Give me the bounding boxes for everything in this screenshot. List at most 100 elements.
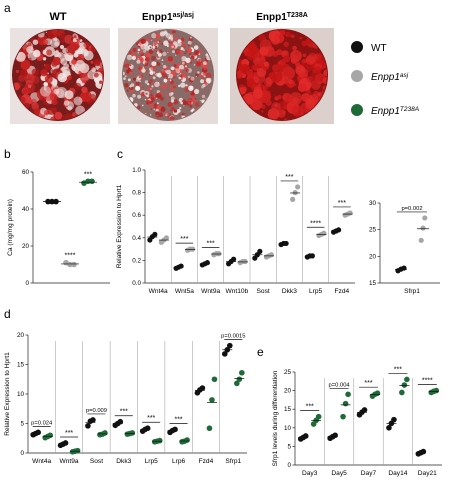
legend-marker-wt (351, 41, 363, 53)
data-point (332, 432, 338, 439)
data-point (74, 447, 81, 454)
x-category-label: Day5 (331, 470, 347, 477)
data-point (172, 426, 178, 433)
data-point (309, 253, 315, 259)
data-point (178, 263, 184, 269)
data-point (234, 380, 240, 387)
y-tick-label: 15 (284, 406, 292, 413)
x-category-label: Wnt10b (226, 288, 249, 295)
significance-label: *** (338, 200, 346, 207)
data-point (231, 256, 237, 262)
x-category-label: Wnt9a (60, 458, 79, 465)
significance-label: *** (207, 241, 215, 248)
data-point (156, 437, 163, 444)
data-point (236, 376, 243, 383)
x-category-label: Wnt9a (201, 288, 220, 295)
significance-label: *** (364, 380, 372, 387)
significance-label: *** (84, 171, 92, 178)
y-tick-label: 15 (17, 362, 25, 369)
data-point (342, 400, 349, 407)
x-category-label: Fzd4 (335, 288, 350, 295)
x-category-label: Fzd4 (199, 458, 214, 465)
data-point (361, 407, 368, 413)
data-point (204, 260, 210, 266)
data-point (117, 418, 124, 425)
data-point (420, 448, 427, 455)
data-point (347, 210, 353, 216)
data-point (433, 387, 440, 394)
dish-title-asj: Enpp1asj/asj (142, 12, 194, 24)
y-tick-label: 0 (25, 280, 29, 287)
significance-label: p=0.0015 (221, 334, 245, 340)
y-axis-label: Ca (mg/mg protein) (7, 199, 14, 256)
chart-d: 0 5 10 15 20 Relative Expression to Hprt1 Wnt4… (4, 332, 247, 465)
x-category-label: Lrp5 (145, 458, 159, 465)
chart-c: 0.0 0.2 0.4 0.6 0.8 1.0 Relative Expression to… (116, 167, 355, 295)
data-point (401, 265, 407, 271)
data-point (211, 376, 218, 383)
data-point (199, 385, 206, 391)
data-point (47, 432, 54, 439)
data-point (374, 390, 381, 397)
x-category-label: Lrp6 (172, 458, 186, 465)
data-point (102, 430, 108, 436)
data-point (404, 376, 410, 383)
y-tick-label: 15 (369, 280, 377, 287)
x-category-label: Sost (90, 458, 103, 465)
legend: WT Enpp1asj Enpp1T238A (351, 41, 419, 117)
data-point (315, 413, 322, 420)
y-axis-label: Sfrp1 levels during differentiation (272, 370, 279, 466)
data-point (290, 196, 296, 202)
chart-e: 0 5 10 15 20 25 Sfrp1 levels during differenti… (272, 366, 442, 477)
y-tick-label: 1.0 (132, 167, 141, 174)
panel-label-b: b (4, 147, 11, 161)
data-point (292, 190, 298, 196)
x-category-label: Wnt5a (175, 288, 194, 295)
significance-label: p=0.004 (329, 382, 351, 388)
y-tick-label: 5 (20, 421, 24, 428)
significance-label: *** (394, 366, 402, 373)
y-tick-label: 0.0 (132, 280, 141, 287)
data-point (386, 425, 392, 431)
significance-label: *** (180, 236, 188, 243)
panel-label-d: d (4, 307, 11, 321)
x-category-label: Day14 (388, 470, 407, 477)
data-point (420, 225, 426, 231)
data-point (85, 178, 91, 185)
significance-label: *** (65, 430, 73, 437)
x-category-label: Day7 (361, 470, 377, 477)
x-category-label: Wnt4a (32, 458, 51, 465)
legend-label-t238a: Enpp1T238A (371, 106, 419, 118)
data-point (163, 235, 169, 241)
dish-image-asj (118, 28, 218, 124)
data-point (239, 369, 245, 376)
data-point (152, 231, 158, 238)
data-point (144, 425, 151, 432)
data-point (89, 178, 95, 185)
data-point (216, 251, 222, 257)
data-point (129, 430, 136, 436)
y-tick-label: 0.4 (132, 235, 141, 242)
dish-image-t238a (230, 28, 334, 124)
data-point (336, 227, 342, 233)
x-category-label: Day21 (418, 470, 437, 477)
x-category-label: Wnt4a (149, 288, 168, 295)
data-point (295, 184, 301, 190)
panel-label-e: e (257, 345, 264, 359)
panel-label-a: a (4, 1, 11, 15)
significance-label: p=0.002 (401, 206, 422, 212)
x-category-label: Sfrp1 (404, 288, 420, 295)
significance-label: p=0.009 (86, 408, 107, 414)
y-tick-label: 60 (22, 169, 30, 176)
dish-title-t238a: Enpp1T238A (256, 12, 308, 24)
y-tick-label: 25 (369, 227, 377, 234)
legend-marker-asj (351, 70, 363, 82)
data-point (190, 246, 196, 252)
data-point (226, 342, 233, 349)
y-tick-label: 0.6 (132, 212, 141, 219)
data-point (401, 382, 408, 388)
x-category-label: Day3 (302, 470, 318, 477)
data-point (35, 429, 41, 436)
